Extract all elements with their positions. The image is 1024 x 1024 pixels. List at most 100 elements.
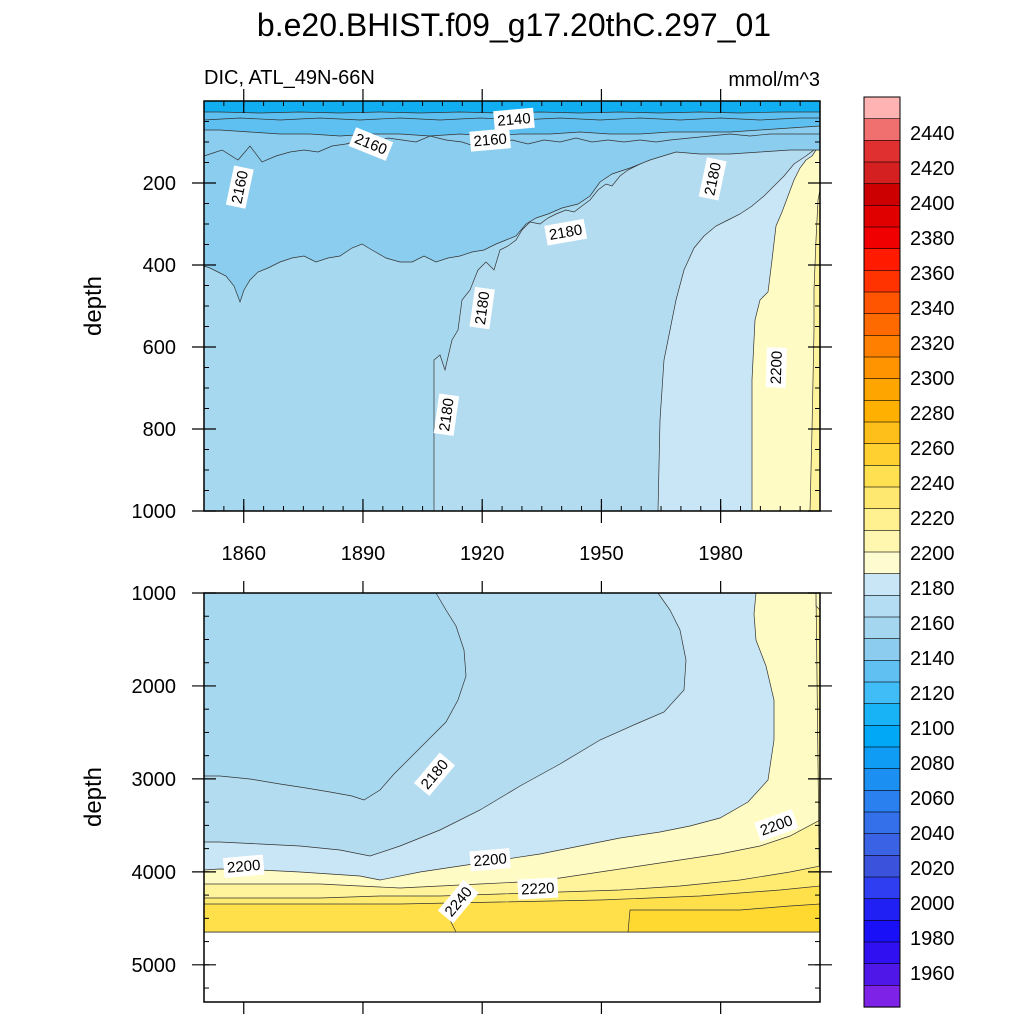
colorbar-swatch [863, 421, 901, 445]
colorbar-label: 2060 [910, 788, 955, 810]
colorbar-swatch [863, 963, 901, 986]
colorbar-swatch [863, 161, 901, 185]
colorbar-swatch [863, 530, 901, 553]
colorbar-label: 1980 [910, 928, 955, 950]
bottom-contour-2200-region [203, 592, 821, 933]
colorbar-swatch [863, 335, 901, 358]
contour-label-text: 2140 [497, 110, 532, 130]
contour-label: 2180 [469, 286, 495, 330]
colorbar-swatch [863, 876, 901, 900]
contour-label-text: 2200 [768, 351, 786, 385]
contour-label: 2140 [493, 107, 535, 132]
colorbar-label: 2020 [910, 858, 955, 880]
colorbar-swatch [863, 746, 901, 770]
x-tick-label: 1920 [460, 543, 505, 565]
x-tick-label: 1980 [698, 543, 743, 565]
colorbar-swatch [863, 270, 901, 293]
y-tick-label: 200 [143, 173, 176, 195]
contour-label: 2220 [517, 877, 559, 900]
x-tick-label: 1950 [579, 543, 624, 565]
contour-label: 2180 [433, 393, 460, 436]
colorbar-label: 2140 [910, 648, 955, 670]
contour-label-text: 2200 [226, 857, 261, 877]
colorbar-swatch [863, 833, 901, 856]
y-tick-label: 2000 [132, 676, 177, 698]
contour-label-bg [493, 107, 535, 132]
colorbar-swatch [863, 681, 901, 705]
colorbar: 2440 2420 2400 2380 2360 2340 2320 2300 2280 2260… [863, 96, 955, 1008]
colorbar-swatch [863, 356, 901, 380]
colorbar-label: 2000 [910, 893, 955, 915]
contour-label: 2200 [469, 848, 511, 872]
colorbar-label: 2320 [910, 333, 955, 355]
contour-label-text: 2200 [473, 850, 508, 870]
colorbar-swatch [863, 725, 901, 748]
colorbar-label: 1960 [910, 963, 955, 985]
contour-label-text: 2180 [701, 161, 725, 197]
contour-label-bg [517, 877, 559, 900]
contour-label-bg [469, 128, 511, 152]
chart-title: b.e20.BHIST.f09_g17.20thC.297_01 [257, 7, 771, 43]
contour-label: 2160 [225, 165, 254, 209]
colorbar-swatch [863, 573, 901, 596]
contour-label-text: 2180 [472, 290, 493, 325]
colorbar-swatch [863, 291, 901, 315]
bottom-y-axis-label: depth [80, 767, 107, 827]
colorbar-label: 2120 [910, 683, 955, 705]
colorbar-swatch [863, 443, 901, 466]
colorbar-swatch [863, 486, 901, 510]
contour-label: 2180 [413, 752, 456, 797]
contour-label: 2160 [469, 128, 511, 152]
colorbar-swatch [863, 400, 901, 423]
colorbar-label: 2280 [910, 403, 955, 425]
contour-label: 2180 [544, 218, 588, 246]
colorbar-label: 2200 [910, 543, 955, 565]
colorbar-label: 2380 [910, 228, 955, 250]
y-tick-label: 4000 [132, 862, 177, 884]
colorbar-swatch [863, 920, 901, 943]
colorbar-label: 2160 [910, 613, 955, 635]
y-tick-label: 5000 [132, 955, 177, 977]
colorbar-label: 2240 [910, 473, 955, 495]
contour-label-bg [225, 165, 254, 209]
colorbar-swatch [863, 465, 901, 488]
colorbar-label: 2100 [910, 718, 955, 740]
colorbar-swatch [863, 183, 901, 206]
contour-label: 2200 [222, 854, 265, 878]
colorbar-swatch [863, 118, 901, 141]
colorbar-swatch [863, 248, 901, 271]
colorbar-label: 2420 [910, 158, 955, 180]
chart-subtitle-right: mmol/m^3 [728, 69, 820, 91]
colorbar-swatch [863, 985, 901, 1008]
colorbar-swatch [863, 941, 901, 965]
colorbar-swatch [863, 616, 901, 640]
colorbar-swatch [863, 140, 901, 163]
contour-label-bg [765, 347, 787, 388]
top-y-axis: 200 400 600 800 1000 [132, 100, 832, 523]
contour-label-text: 2220 [521, 880, 555, 899]
y-tick-label: 800 [143, 419, 176, 441]
colorbar-swatch [863, 660, 901, 683]
colorbar-label: 2260 [910, 438, 955, 460]
colorbar-swatch [863, 551, 901, 575]
colorbar-frame [863, 96, 901, 1008]
colorbar-swatch [863, 205, 901, 228]
contour-label-bg [754, 809, 799, 842]
colorbar-label: 2220 [910, 508, 955, 530]
chart-subtitle-left: DIC, ATL_49N-66N [204, 67, 375, 89]
top-contour-2160-region [203, 100, 821, 304]
y-tick-label: 600 [143, 337, 176, 359]
contour-label-text: 2160 [228, 169, 252, 205]
x-tick-label: 1890 [341, 543, 386, 565]
x-tick-label: 1860 [221, 543, 266, 565]
bottom-y-axis: 1000 2000 3000 4000 5000 [132, 583, 832, 989]
colorbar-swatch [863, 595, 901, 618]
top-y-axis-label: depth [80, 276, 107, 336]
contour-label-bg [469, 848, 511, 872]
contour-label-bg [437, 879, 479, 924]
colorbar-swatch [863, 226, 901, 250]
contour-label: 2180 [698, 157, 727, 201]
